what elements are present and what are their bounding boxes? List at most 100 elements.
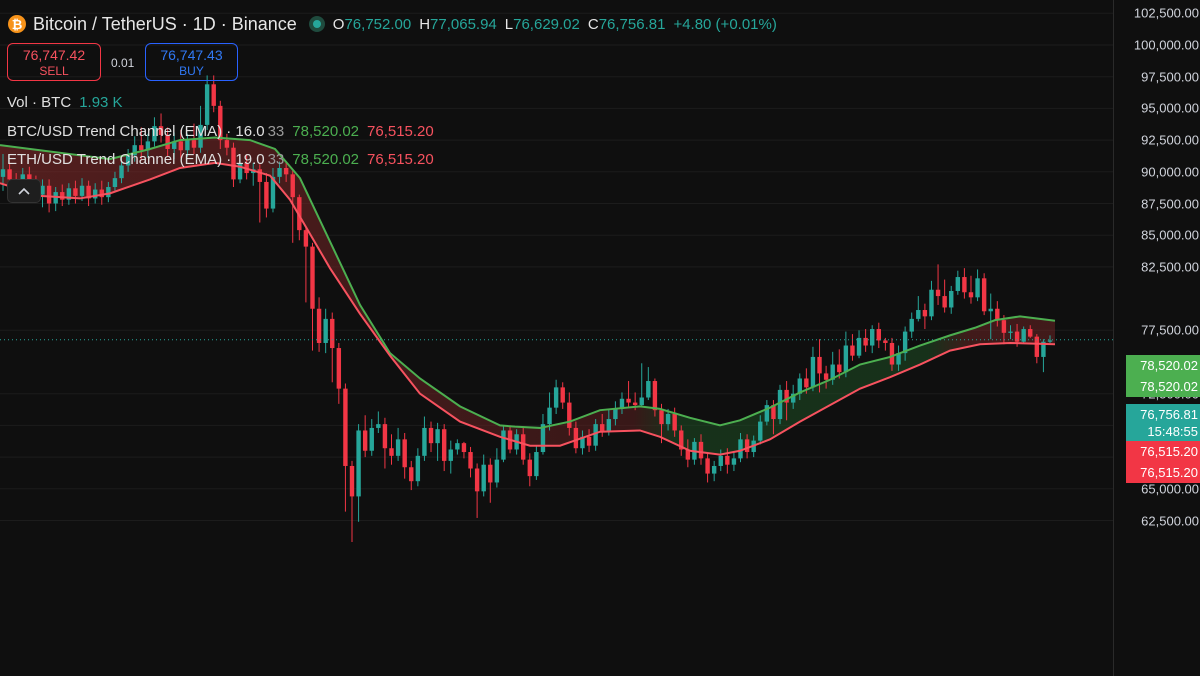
candle-body [1047,340,1053,342]
candle-body [191,140,197,148]
candle-body [586,436,592,446]
last-price-label: 76,756.81 15:48:55 [1126,404,1200,441]
price-axis-tick: 62,500.00 [1141,513,1199,528]
candle-body [968,292,974,298]
candle-body [534,452,539,477]
candle-body [679,430,684,450]
candle-body [935,289,941,297]
symbol-title[interactable]: Bitcoin / TetherUS · 1D · Binance [33,13,297,34]
candle-body [580,436,585,449]
candle-body [428,427,434,444]
sell-price: 76,747.42 [22,47,86,63]
candle-body [613,408,618,420]
upper-channel-label-1: 78,520.02 [1126,355,1200,376]
symbol-header: ₿ Bitcoin / TetherUS · 1D · Binance O76,… [8,12,777,36]
candle-body [646,381,651,398]
candle-body [823,373,829,380]
candle-body [152,126,157,142]
candle-body [297,197,302,231]
price-axis-tick: 100,000.00 [1133,37,1199,53]
candle-body [929,289,934,317]
ohlc-low: L76,629.02 [504,15,580,33]
ohlc-open: O76,752.00 [332,15,412,33]
candle-body [659,410,664,425]
candle-body [468,452,473,469]
indicator-btc-trend-channel[interactable]: BTC/USD Trend Channel (EMA) · 16.0 33 78,… [7,122,434,140]
candle-body [764,405,770,422]
candle-body [435,429,440,444]
candle-body [758,421,763,441]
candle-body [560,387,565,403]
candle-body [362,430,368,451]
candle-body [40,185,45,195]
candle-body [665,413,671,425]
candle-body [257,169,263,182]
candle-body [27,174,32,181]
ohlc-high: H77,065.94 [419,15,497,33]
candle-body [172,141,177,149]
candle-body [343,388,348,466]
candle-body [455,443,460,450]
candle-body [395,439,401,456]
candle-body [705,458,710,474]
channel-upper-line [0,136,1056,429]
candle-body [125,155,131,166]
candle-body [283,167,289,175]
indicator-eth-trend-channel[interactable]: ETH/USD Trend Channel (EMA) · 19.0 33 78,… [7,150,434,168]
buy-button[interactable]: 76,747.43 BUY [145,43,238,81]
candle-body [7,169,12,180]
candle-body [639,397,644,406]
candle-body [981,278,987,312]
trend-channel-fill [0,137,1055,455]
candle-body [165,135,170,149]
candle-body [810,356,816,388]
candle-body [474,468,480,492]
candle-body [777,389,783,420]
candle-body [771,405,776,420]
indicator-volume[interactable]: Vol · BTC 1.93 K [7,93,123,111]
candle-body [553,387,559,408]
candle-body [481,464,486,492]
price-axis-tick: 90,000.00 [1141,164,1199,180]
candle-body [547,407,552,425]
candle-body [323,318,328,343]
candle-body [132,145,137,156]
candle-body [870,329,875,346]
candle-body [1008,331,1013,333]
candle-body [237,162,243,180]
candle-body [60,192,65,200]
candle-body [158,126,164,136]
candle-body [922,310,928,317]
market-status-icon[interactable] [308,16,325,32]
candle-body [73,188,78,196]
candle-body [66,188,72,200]
candle-body [290,174,295,198]
candle-body [1021,329,1026,342]
lower-channel-label-2: 76,515.20 [1126,462,1200,483]
candle-body [817,356,822,374]
candle-body [988,308,993,312]
channel-lower-line [0,161,1056,456]
candle-body [369,427,374,451]
candle-body [1001,320,1007,333]
candle-body [652,381,658,411]
collapse-legend-button[interactable] [7,179,41,203]
candle-body [790,393,796,403]
candle-body [198,124,203,148]
upper-channel-label-2: 78,520.02 [1126,376,1200,397]
candle-body [336,348,342,389]
candle-body [738,439,743,459]
candle-body [112,178,118,188]
price-axis-tick: 87,500.00 [1141,196,1199,211]
candle-body [356,430,361,497]
candle-body [632,402,638,406]
price-axis[interactable]: 102,500.00 100,000.00 97,500.00 95,000.00 92… [1113,0,1200,676]
candle-body [830,364,835,380]
price-axis-tick: 77,500.00 [1141,322,1199,338]
sell-button[interactable]: 76,747.42 SELL [7,43,101,81]
candle-body [349,465,355,497]
candle-body [711,465,717,474]
candle-body [626,398,631,403]
candle-body [876,329,881,341]
